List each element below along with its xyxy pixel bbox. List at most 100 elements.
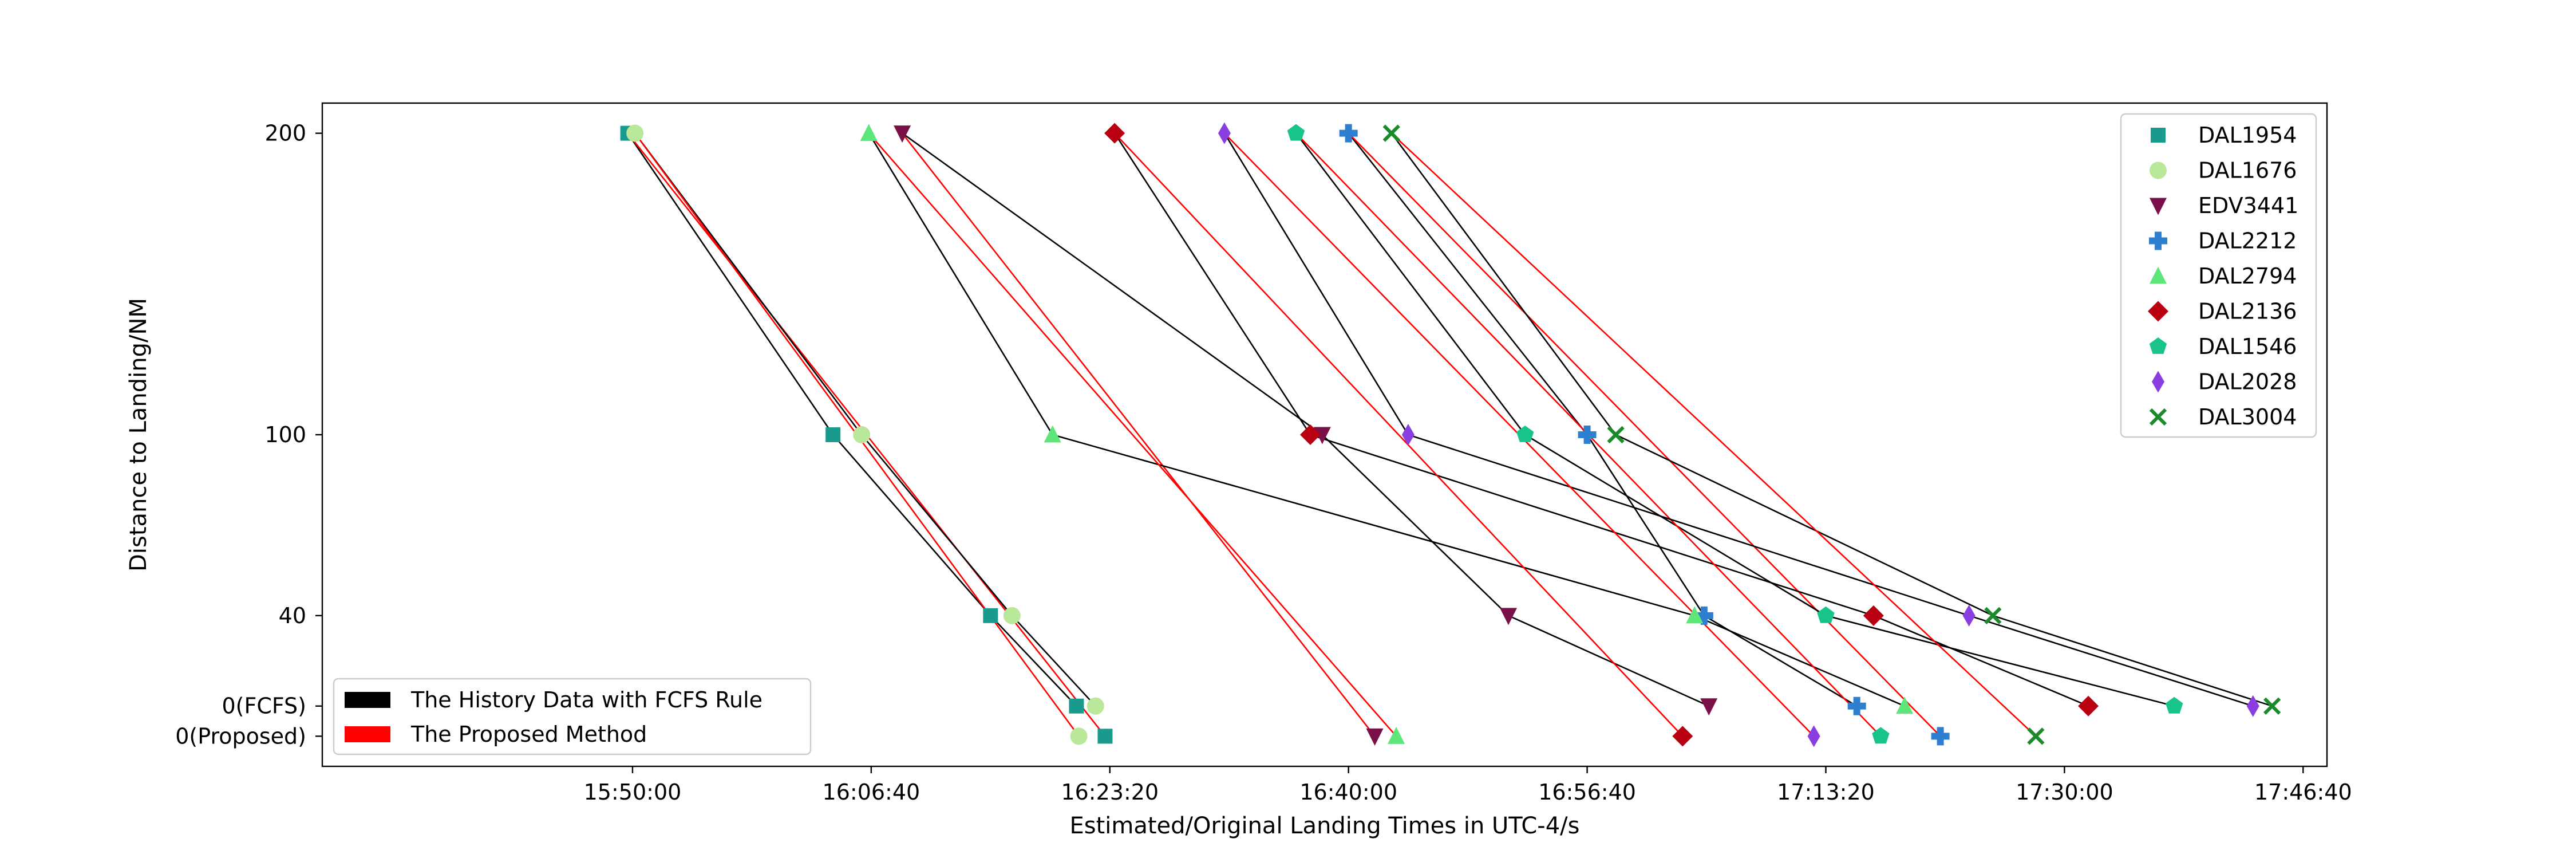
- y-tick-label: 200: [264, 121, 306, 146]
- legend-label-dal2136: DAL2136: [2198, 299, 2297, 324]
- marker-dal1546-proposed: [1872, 727, 1890, 744]
- legend-marker-dal2794: [2150, 266, 2167, 284]
- legend-label-dal2028: DAL2028: [2198, 369, 2297, 395]
- x-axis-ticks: 15:50:00 16:06:40 16:23:20 16:40:00 16:56:40…: [584, 766, 2352, 805]
- marker-dal2794-200: [860, 124, 878, 141]
- marker-edv3441-100: [1313, 427, 1331, 444]
- marker-dal3004-proposed: [2027, 727, 2045, 745]
- method-legend: The History Data with FCFS Rule The Propo…: [333, 678, 812, 755]
- x-tick-label: 16:06:40: [823, 780, 920, 805]
- marker-dal1546-fcfs: [2166, 696, 2183, 714]
- legend-label-dal1954: DAL1954: [2198, 123, 2297, 148]
- marker-edv3441-proposed: [1366, 728, 1384, 746]
- method-legend-box: [333, 678, 812, 755]
- legend-marker-dal1954: [2151, 128, 2166, 143]
- marker-dal2136-100: [1299, 424, 1321, 445]
- marker-dal1676-proposed: [1070, 727, 1088, 745]
- legend-label-edv3441: EDV3441: [2198, 193, 2298, 218]
- method-legend-swatch: [345, 692, 390, 708]
- legend-marker-dal3004: [2149, 408, 2167, 426]
- x-tick-label: 16:56:40: [1538, 780, 1636, 805]
- series-legend: DAL1954 DAL1676 EDV3441 DAL2212 DAL2794 DAL21…: [2120, 113, 2317, 438]
- marker-dal1954-40: [983, 608, 998, 623]
- y-tick-label: 100: [264, 422, 306, 447]
- marker-dal2794-proposed: [1388, 726, 1405, 744]
- marker-dal2794-100: [1044, 425, 1061, 443]
- marker-dal2212-proposed: [1931, 727, 1950, 746]
- legend-marker-dal1676: [2150, 162, 2167, 179]
- legend-label-dal2212: DAL2212: [2198, 229, 2297, 254]
- marker-dal3004-fcfs: [2263, 697, 2281, 715]
- proposed-line-dal2136: [1114, 132, 1684, 737]
- legend-marker-dal2136: [2148, 301, 2168, 322]
- marker-dal2212-100: [1578, 426, 1597, 444]
- fcfs-line-dal2028: [1223, 132, 2254, 707]
- marker-dal2212-40: [1694, 606, 1713, 625]
- marker-dal3004-100: [1607, 426, 1625, 444]
- fcfs-line-edv3441: [902, 132, 1709, 707]
- marker-dal1954-100: [825, 427, 841, 442]
- marker-dal2794-40: [1686, 606, 1704, 624]
- x-tick-label: 16:23:20: [1061, 780, 1159, 805]
- marker-dal1954-proposed: [1097, 729, 1113, 744]
- method-legend-label: The Proposed Method: [410, 722, 647, 747]
- marker-dal3004-40: [1984, 607, 2002, 624]
- marker-dal2028-200: [1218, 122, 1231, 144]
- proposed-line-edv3441: [902, 132, 1376, 737]
- marker-dal2794-fcfs: [1896, 696, 1914, 714]
- marker-dal1676-fcfs: [1086, 697, 1104, 715]
- legend-marker-dal1546: [2149, 337, 2167, 354]
- marker-dal2028-100: [1401, 424, 1415, 446]
- series-legend-box: [2120, 113, 2317, 438]
- marker-dal2136-40: [1863, 605, 1884, 626]
- fcfs-line-dal2136: [1114, 132, 2089, 707]
- marker-dal2212-fcfs: [1847, 696, 1866, 715]
- marker-dal2136-fcfs: [2078, 695, 2099, 717]
- y-tick-label: 0(FCFS): [222, 694, 306, 719]
- y-axis-label: Distance to Landing/NM: [125, 298, 152, 572]
- marker-dal1546-100: [1516, 426, 1534, 442]
- marker-dal3004-200: [1382, 124, 1400, 142]
- marker-dal1954-fcfs: [1069, 698, 1084, 714]
- x-tick-label: 16:40:00: [1299, 780, 1397, 805]
- marker-dal1546-40: [1817, 606, 1835, 623]
- marker-dal2028-fcfs: [2246, 695, 2259, 717]
- legend-label-dal2794: DAL2794: [2198, 263, 2297, 289]
- fcfs-line-dal2212: [1348, 132, 1858, 707]
- marker-dal1676-100: [853, 426, 871, 443]
- fcfs-line-dal2794: [868, 132, 1905, 707]
- y-axis-ticks: 200 100 40 0(FCFS) 0(Proposed): [175, 121, 322, 749]
- marker-dal1676-40: [1003, 607, 1021, 624]
- marker-dal1546-200: [1287, 124, 1305, 141]
- marker-dal2028-40: [1962, 604, 1976, 627]
- proposed-line-dal3004: [1390, 132, 2037, 737]
- legend-label-dal3004: DAL3004: [2198, 404, 2297, 430]
- legend-label-dal1546: DAL1546: [2198, 334, 2297, 359]
- fcfs-line-dal1676: [634, 132, 1096, 707]
- marker-dal2212-200: [1339, 124, 1358, 143]
- x-axis-label: Estimated/Original Landing Times in UTC-…: [1069, 813, 1579, 839]
- marker-dal2136-200: [1104, 123, 1125, 144]
- fcfs-line-dal1954: [627, 132, 1077, 707]
- fcfs-line-dal3004: [1390, 132, 2273, 707]
- x-tick-label: 17:46:40: [2254, 780, 2352, 805]
- x-tick-label: 15:50:00: [584, 780, 682, 805]
- proposed-line-dal2212: [1348, 132, 1941, 737]
- legend-label-dal1676: DAL1676: [2198, 158, 2297, 183]
- legend-marker-dal2212: [2149, 231, 2167, 250]
- method-legend-label: The History Data with FCFS Rule: [410, 687, 762, 713]
- proposed-line-dal2794: [868, 132, 1397, 737]
- marker-edv3441-200: [894, 125, 911, 143]
- data-markers: [620, 122, 2281, 747]
- marker-edv3441-fcfs: [1700, 698, 1718, 716]
- y-tick-label: 40: [279, 603, 306, 628]
- legend-marker-edv3441: [2150, 198, 2167, 215]
- y-tick-label: 0(Proposed): [175, 723, 306, 749]
- legend-marker-dal2028: [2152, 371, 2164, 393]
- marker-dal2028-proposed: [1807, 725, 1820, 747]
- x-tick-label: 17:13:20: [1777, 780, 1875, 805]
- marker-dal1676-200: [626, 124, 644, 142]
- x-tick-label: 17:30:00: [2016, 780, 2113, 805]
